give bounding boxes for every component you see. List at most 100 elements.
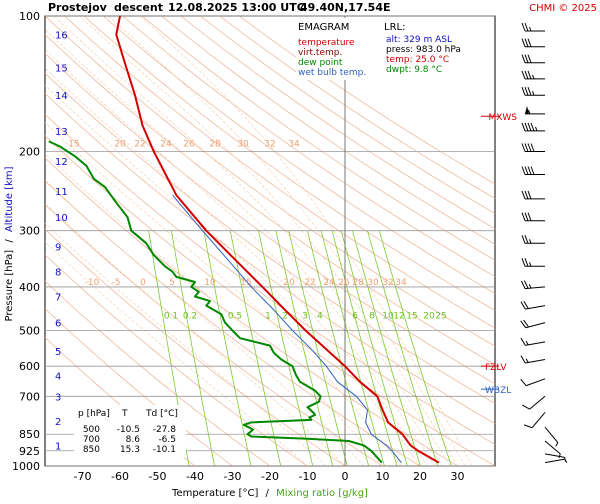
wind-barb-full xyxy=(527,38,532,47)
wind-barb-full xyxy=(521,70,526,80)
wind-barb-full xyxy=(521,143,526,152)
mixing-ratio-label: 0.5 xyxy=(228,311,242,321)
wind-barb-full xyxy=(523,424,533,429)
wind-barb-full xyxy=(527,70,532,80)
altitude-tick-label: 8 xyxy=(55,268,61,279)
wind-barb-half xyxy=(564,457,566,462)
svg-text:Pressure [hPa] / A: Pressure [hPa] / Altitude [km] xyxy=(4,166,15,321)
wind-barb-shaft xyxy=(529,395,546,410)
mixing-ratio-line xyxy=(171,230,215,466)
dry-adiabat xyxy=(45,53,495,385)
wind-barb xyxy=(521,235,545,244)
wind-barb-half xyxy=(525,340,529,346)
table-header-t: T xyxy=(121,409,128,419)
moist-adiabat xyxy=(45,202,346,466)
moist-adiabat-label-lower: -5 xyxy=(112,278,121,288)
table-cell-t-850: 15.3 xyxy=(120,445,140,455)
wind-barb xyxy=(521,87,545,96)
mixing-ratio-label: 0.1 xyxy=(164,311,178,321)
wind-barb xyxy=(521,166,545,175)
x-axis-title-temperature: Temperature [°C] xyxy=(171,488,258,499)
legend-item-dew-point: dew point xyxy=(298,58,343,68)
moist-adiabat-label-upper: 15 xyxy=(68,139,79,149)
wind-barb-half xyxy=(532,91,535,96)
moist-adiabat-label-upper: 28 xyxy=(209,139,221,149)
mixing-ratio-label: 25 xyxy=(435,311,446,321)
wind-barb-full xyxy=(521,212,526,221)
mixing-ratio-label: 1 xyxy=(265,311,271,321)
wind-barb xyxy=(520,319,546,329)
wind-barb-half xyxy=(558,453,561,459)
lrl-temperature: temp: 25.0 °C xyxy=(386,55,449,65)
wind-barb-full xyxy=(521,235,526,244)
mixing-ratio-label: 10 xyxy=(382,311,394,321)
wind-barb xyxy=(521,190,545,200)
mixing-ratio-label: 4 xyxy=(317,311,323,321)
temperature-tick-label: -30 xyxy=(224,470,242,483)
lrl-title: LRL: xyxy=(384,22,405,33)
altitude-tick-label: 11 xyxy=(55,187,68,198)
table-cell-td-500: -27.8 xyxy=(153,425,177,435)
moist-adiabat-label-lower: -10 xyxy=(85,278,100,288)
wind-barb-shaft xyxy=(531,412,546,429)
table-header-p: p [hPa] xyxy=(78,409,110,419)
wind-barb-shaft xyxy=(525,341,546,346)
table-cell-p-500: 500 xyxy=(83,425,100,435)
x-axis-title: Temperature [°C] / Mixing ratio [g/kg] xyxy=(171,488,368,499)
mixing-ratio-line xyxy=(307,230,370,466)
wind-barb-full xyxy=(524,212,529,221)
wind-barb-full xyxy=(520,355,526,364)
moist-adiabat-label-lower: 24 xyxy=(323,278,335,288)
altitude-tick-label: 10 xyxy=(55,213,68,224)
wind-barb-full xyxy=(520,301,526,310)
altitude-tick-label: 12 xyxy=(55,157,68,168)
header-datetime: 12.08.2025 13:00 UTC xyxy=(168,1,305,14)
wind-barb xyxy=(521,38,545,48)
pressure-tick-label: 925 xyxy=(19,445,40,458)
temperature-tick-label: 30 xyxy=(451,470,465,483)
wind-barb-half xyxy=(535,126,538,132)
wind-barb-full xyxy=(527,122,532,132)
wind-barb-shaft xyxy=(525,286,546,290)
altitude-tick-label: 3 xyxy=(55,392,61,403)
wind-barb-full xyxy=(521,258,526,267)
table-cell-p-700: 700 xyxy=(83,435,100,445)
moist-adiabat-label-lower: 10 xyxy=(204,278,216,288)
wind-barb-full xyxy=(524,22,529,32)
altitude-tick-label: 16 xyxy=(55,31,68,42)
wind-barb xyxy=(521,258,545,267)
wind-barb-full xyxy=(524,190,529,200)
wind-barb xyxy=(520,300,546,310)
wind-barb-full xyxy=(527,54,532,63)
legend-item-wet-bulb: wet bulb temp. xyxy=(298,68,366,78)
wind-barb-half xyxy=(528,109,531,115)
wind-barb xyxy=(544,453,566,462)
moist-adiabat-label-upper: 34 xyxy=(288,139,300,149)
temperature-tick-label: 10 xyxy=(376,470,390,483)
moist-adiabat-label-upper: 26 xyxy=(183,139,195,149)
header-coords: 49.40N,17.54E xyxy=(300,1,391,14)
wind-barb xyxy=(521,70,545,80)
plot-area xyxy=(44,15,496,467)
wind-barb-full xyxy=(521,404,530,410)
wind-barb-full xyxy=(521,190,526,200)
mixing-ratio-line xyxy=(378,230,452,466)
wind-barb-full xyxy=(524,87,529,96)
wind-barb-full xyxy=(527,190,532,200)
wind-barb-full xyxy=(524,54,529,63)
dry-adiabat xyxy=(83,16,495,311)
wind-barb xyxy=(520,280,546,290)
wind-barb-full xyxy=(523,280,529,289)
wind-barb-half xyxy=(525,358,529,363)
moist-adiabat-label-lower: 26 xyxy=(338,278,350,288)
altitude-tick-label: 7 xyxy=(55,292,61,303)
dry-adiabat xyxy=(45,34,495,366)
level-markers: MXWS FZLV WBZL xyxy=(481,113,517,396)
wind-barb-full xyxy=(524,143,529,152)
wind-barb-full xyxy=(527,87,532,96)
moist-adiabat xyxy=(45,48,436,466)
wind-barb-full xyxy=(527,143,532,152)
wind-barb-full xyxy=(524,166,529,175)
